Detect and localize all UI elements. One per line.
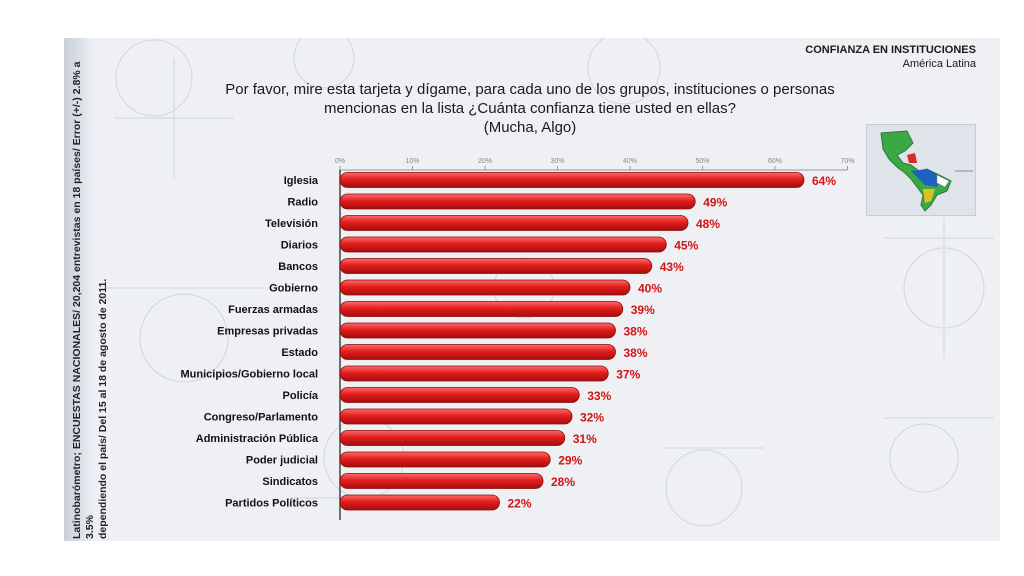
value-label: 22% <box>508 497 532 511</box>
category-label: Televisión <box>265 218 318 230</box>
category-label: Policía <box>283 390 319 402</box>
category-label: Gobierno <box>269 283 318 295</box>
bar-1 <box>339 172 805 188</box>
bar-10 <box>339 365 609 382</box>
bar-4 <box>339 236 667 253</box>
category-label: Iglesia <box>284 175 319 187</box>
x-tick-label: 10% <box>405 158 419 165</box>
x-tick-label: 60% <box>768 158 782 165</box>
x-tick-label: 50% <box>695 158 709 165</box>
value-label: 38% <box>624 325 648 339</box>
question-line2: mencionas en la lista ¿Cuánta confianza … <box>324 100 736 117</box>
x-tick-label: 30% <box>550 158 564 165</box>
value-label: 33% <box>587 389 611 403</box>
category-label: Empresas privadas <box>217 326 318 338</box>
category-label: Poder judicial <box>246 455 318 467</box>
bar-13 <box>339 430 566 446</box>
bar-8 <box>339 322 616 339</box>
bar-7 <box>339 301 624 317</box>
value-label: 29% <box>558 454 582 468</box>
value-label: 31% <box>573 432 597 446</box>
value-label: 37% <box>616 368 640 382</box>
x-tick-label: 0% <box>335 158 345 165</box>
value-label: 43% <box>660 260 684 274</box>
category-label: Estado <box>281 347 318 359</box>
category-label: Administración Pública <box>196 433 319 445</box>
category-label: Partidos Políticos <box>225 498 318 510</box>
value-label: 64% <box>812 174 836 188</box>
value-label: 28% <box>551 475 575 489</box>
question-line3: (Mucha, Algo) <box>483 119 577 136</box>
value-label: 40% <box>638 282 662 296</box>
header-subtitle: América Latina <box>902 58 976 70</box>
category-label: Congreso/Parlamento <box>204 412 319 424</box>
category-label: Radio <box>287 197 318 209</box>
x-tick-label: 70% <box>840 158 854 165</box>
bar-14 <box>339 451 551 468</box>
bar-16 <box>339 494 500 511</box>
bar-15 <box>339 473 544 489</box>
value-label: 39% <box>631 303 655 317</box>
category-label: Sindicatos <box>262 476 318 488</box>
side-strip <box>64 38 94 541</box>
bar-11 <box>339 387 580 403</box>
bar-2 <box>339 193 696 210</box>
category-label: Bancos <box>278 261 318 273</box>
category-label: Fuerzas armadas <box>228 304 318 316</box>
value-label: 45% <box>674 239 698 253</box>
bar-6 <box>339 279 631 296</box>
header-title: CONFIANZA EN INSTITUCIONES <box>805 44 976 56</box>
category-label: Municipios/Gobierno local <box>180 369 318 381</box>
question-text: Por favor, mire esta tarjeta y dígame, p… <box>160 80 900 137</box>
question-line1: Por favor, mire esta tarjeta y dígame, p… <box>225 81 835 98</box>
value-label: 48% <box>696 217 720 231</box>
x-tick-label: 20% <box>478 158 492 165</box>
latin-america-map-icon <box>866 124 976 216</box>
map-graphic <box>880 130 973 212</box>
category-label: Diarios <box>281 240 318 252</box>
x-tick-label: 40% <box>623 158 637 165</box>
value-label: 49% <box>703 196 727 210</box>
bar-12 <box>339 408 573 425</box>
value-label: 38% <box>624 346 648 360</box>
bar-5 <box>339 258 653 274</box>
bar-9 <box>339 344 616 360</box>
value-label: 32% <box>580 411 604 425</box>
bar-3 <box>339 215 689 231</box>
